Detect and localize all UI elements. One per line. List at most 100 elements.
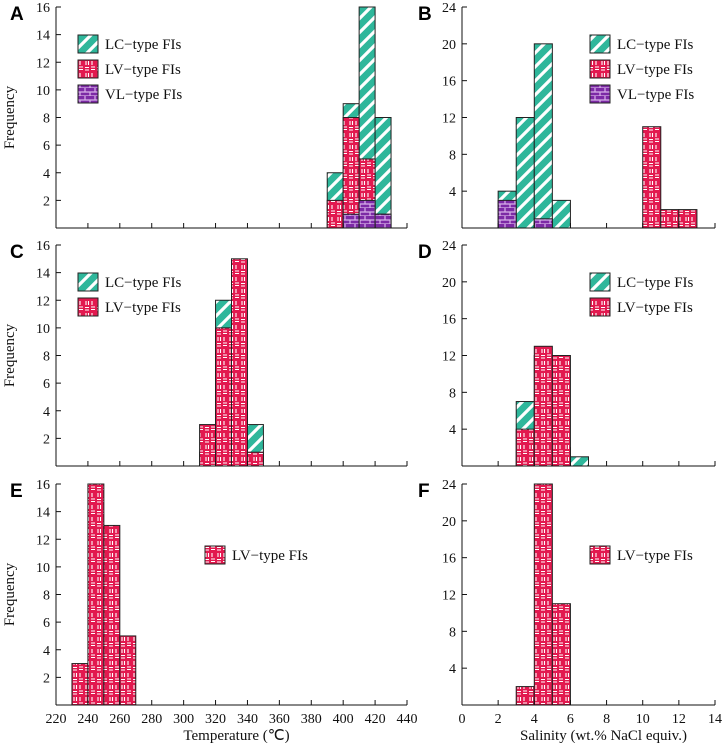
panel-label: B <box>418 4 432 25</box>
legend-swatch-lv <box>589 545 611 565</box>
legend-swatch-lc <box>77 34 99 54</box>
x-axis-title: Salinity (wt.% NaCl equiv.) <box>520 728 687 743</box>
bar-lv <box>533 483 553 706</box>
x-tick-label: 12 <box>672 712 686 727</box>
y-tick-label: 14 <box>36 29 50 44</box>
y-tick-label: 16 <box>442 552 456 567</box>
legend-label: LV−type FIs <box>617 300 693 316</box>
bar-lv <box>103 524 121 706</box>
bar-lv <box>678 209 698 229</box>
y-tick-label: 20 <box>442 38 456 53</box>
y-tick-label: 24 <box>442 239 456 254</box>
bar-lv <box>642 126 662 229</box>
panel-c: C 2 4 6 8 10 12 14 16 Frequency LC−type FIs LV−type… <box>2 239 408 467</box>
bar-lv <box>515 428 535 467</box>
legend-label: LV−type FIs <box>617 62 693 78</box>
bar-lv <box>246 451 264 467</box>
panel-label: F <box>418 481 430 502</box>
y-tick-label: 12 <box>442 112 456 127</box>
y-tick-label: 4 <box>43 405 50 420</box>
y-tick-label: 8 <box>449 148 456 163</box>
panel-a: A 2 4 6 8 10 12 14 16 Frequency LC−type FIs LV−type… <box>2 1 408 229</box>
legend-label: LC−type FIs <box>617 37 694 53</box>
y-axis-title: Frequency <box>2 323 18 387</box>
x-tick-label: 260 <box>109 712 130 727</box>
y-tick-label: 16 <box>442 313 456 328</box>
x-tick-label: 4 <box>531 712 538 727</box>
bar-lv <box>215 327 233 467</box>
y-tick-label: 16 <box>36 239 50 254</box>
x-tick-label: 300 <box>173 712 194 727</box>
legend-label: VL−type FIs <box>617 87 694 103</box>
legend-swatch-lc <box>589 34 611 54</box>
legend-label: VL−type FIs <box>105 87 182 103</box>
bar-lv <box>533 345 553 467</box>
legend-swatch-lv <box>77 59 99 79</box>
y-tick-label: 2 <box>43 671 50 686</box>
legend-label: LV−type FIs <box>232 548 308 564</box>
panel-label: A <box>10 4 24 25</box>
panel-label: E <box>10 481 23 502</box>
x-tick-label: 220 <box>46 712 67 727</box>
legend-label: LV−type FIs <box>105 62 181 78</box>
y-axis-title: Frequency <box>2 85 18 149</box>
legend-swatch-vl <box>589 84 611 104</box>
bar-lv <box>87 483 105 706</box>
y-tick-label: 12 <box>442 350 456 365</box>
legend-label: LV−type FIs <box>105 300 181 316</box>
y-tick-label: 24 <box>442 1 456 16</box>
y-tick-label: 2 <box>43 194 50 209</box>
bar-lv <box>71 663 89 706</box>
y-tick-label: 8 <box>449 386 456 401</box>
x-tick-label: 2 <box>495 712 502 727</box>
bar-vl <box>358 199 376 229</box>
bar-lv <box>199 424 217 467</box>
bar-lv <box>342 117 360 229</box>
y-tick-label: 8 <box>449 625 456 640</box>
y-tick-label: 20 <box>442 515 456 530</box>
panel-b: B 4 8 12 16 20 24 LC−type FIs LV−type FIs VL−type… <box>418 1 716 229</box>
x-tick-label: 400 <box>333 712 354 727</box>
legend-swatch-lv <box>77 297 99 317</box>
y-tick-label: 12 <box>36 294 50 309</box>
bar-lv <box>326 199 344 229</box>
y-tick-label: 10 <box>36 561 50 576</box>
y-tick-label: 16 <box>36 1 50 16</box>
panel-d: D 4 8 12 16 20 24 LC−type FIs LV−type FIs <box>418 239 716 467</box>
legend-swatch-lv <box>204 545 226 565</box>
bar-vl <box>533 218 553 229</box>
x-axis-title: Temperature (℃) <box>183 728 289 743</box>
bar-vl <box>497 199 517 229</box>
x-tick-label: 420 <box>365 712 386 727</box>
x-tick-label: 280 <box>141 712 162 727</box>
y-tick-label: 16 <box>36 478 50 493</box>
y-axis-title: Frequency <box>2 562 18 626</box>
y-tick-label: 16 <box>442 75 456 90</box>
panel-e: E 2 4 6 8 10 12 14 16 220 240 260 280 300 320 340 360 380… <box>2 478 418 743</box>
bar-lc <box>551 199 571 229</box>
x-tick-label: 10 <box>636 712 650 727</box>
x-tick-label: 360 <box>269 712 290 727</box>
bar-lc <box>569 456 590 467</box>
y-tick-label: 4 <box>449 185 456 200</box>
bar-lc <box>515 117 535 229</box>
y-tick-label: 4 <box>43 167 50 182</box>
bar-lc <box>374 117 392 229</box>
y-tick-label: 8 <box>43 589 50 604</box>
y-tick-label: 6 <box>43 139 50 154</box>
y-tick-label: 6 <box>43 377 50 392</box>
legend-swatch-vl <box>77 84 99 104</box>
legend-label: LC−type FIs <box>617 275 694 291</box>
y-tick-label: 4 <box>43 644 50 659</box>
panel-label: C <box>10 242 24 263</box>
legend-label: LV−type FIs <box>617 548 693 564</box>
y-tick-label: 4 <box>449 662 456 677</box>
y-tick-label: 14 <box>36 267 50 282</box>
bar-lv <box>551 355 571 467</box>
y-tick-label: 10 <box>36 322 50 337</box>
y-tick-label: 14 <box>36 506 50 521</box>
legend-swatch-lv <box>589 59 611 79</box>
bar-lv <box>660 209 680 229</box>
legend-label: LC−type FIs <box>105 37 182 53</box>
